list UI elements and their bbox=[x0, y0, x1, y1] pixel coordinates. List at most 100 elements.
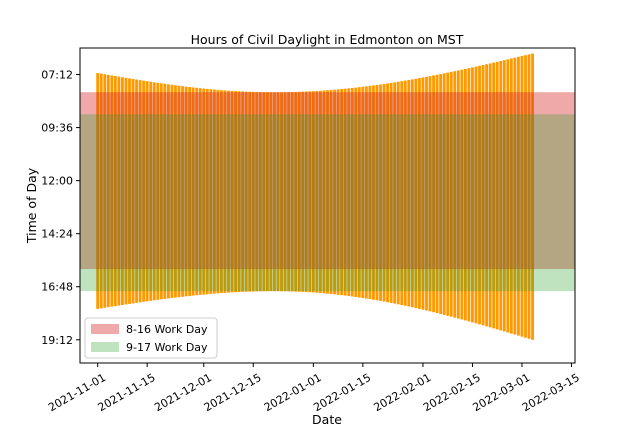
daylight-bar bbox=[481, 65, 485, 326]
daylight-bar bbox=[135, 79, 138, 303]
daylight-bar bbox=[241, 91, 245, 292]
daylight-bar bbox=[304, 91, 308, 293]
daylight-bar bbox=[357, 87, 361, 298]
work-day-band bbox=[80, 114, 575, 292]
legend-box bbox=[84, 317, 218, 359]
daylight-bar bbox=[485, 64, 489, 327]
daylight-bar bbox=[499, 60, 503, 331]
y-tick-label: 09:36 bbox=[41, 122, 73, 135]
x-axis-label: Date bbox=[312, 412, 342, 427]
work-day-band bbox=[80, 92, 575, 270]
daylight-bar bbox=[188, 87, 192, 296]
y-tick-label: 07:12 bbox=[41, 69, 73, 82]
daylight-bar bbox=[531, 53, 534, 340]
daylight-bar bbox=[195, 87, 199, 296]
daylight-bar bbox=[439, 74, 443, 314]
daylight-bar bbox=[280, 92, 283, 292]
legend: 8-16 Work Day 9-17 Work Day bbox=[84, 317, 218, 359]
daylight-bar bbox=[506, 59, 510, 333]
daylight-bar bbox=[152, 82, 156, 301]
plot-frame bbox=[79, 47, 576, 364]
daylight-bar bbox=[502, 60, 506, 332]
daylight-bar bbox=[488, 63, 492, 328]
daylight-bar bbox=[251, 91, 255, 292]
daylight-bar bbox=[244, 91, 248, 292]
daylight-bar bbox=[255, 91, 259, 292]
daylight-bar bbox=[375, 84, 379, 301]
daylight-bar bbox=[170, 84, 174, 298]
daylight-bar bbox=[449, 71, 453, 317]
daylight-bar bbox=[428, 76, 432, 312]
daylight-bar bbox=[103, 74, 107, 308]
daylight-bar bbox=[181, 86, 184, 297]
daylight-bar bbox=[467, 68, 471, 322]
daylight-bar bbox=[205, 88, 209, 295]
daylight-bar bbox=[220, 90, 223, 294]
daylight-bar bbox=[297, 91, 301, 292]
daylight-bar bbox=[216, 89, 220, 294]
daylight-bar bbox=[301, 91, 305, 292]
daylight-bar bbox=[396, 81, 400, 305]
daylight-bar bbox=[138, 80, 142, 303]
daylight-bar bbox=[166, 84, 170, 299]
daylight-bar bbox=[262, 92, 266, 292]
daylight-bar bbox=[121, 77, 124, 305]
daylight-bar bbox=[418, 78, 421, 309]
daylight-bar bbox=[336, 89, 340, 295]
legend-swatch-8-16-work-day bbox=[91, 324, 119, 334]
y-axis-ticks: 07:12 09:36 12:00 14:24 16:48 19:12 bbox=[41, 69, 80, 347]
daylight-bar bbox=[517, 56, 520, 336]
daylight-bar bbox=[234, 91, 237, 293]
daylight-bar bbox=[202, 88, 206, 295]
daylight-bar bbox=[460, 69, 464, 320]
daylight-bar bbox=[311, 91, 315, 293]
daylight-bar bbox=[294, 91, 298, 292]
daylight-bar bbox=[319, 90, 322, 294]
daylight-bar bbox=[156, 82, 160, 300]
daylight-bar bbox=[290, 91, 294, 292]
daylight-bars bbox=[96, 53, 534, 340]
daylight-bar bbox=[446, 72, 450, 316]
legend-label-9-17-work-day: 9-17 Work Day bbox=[126, 341, 208, 354]
daylight-bar bbox=[364, 86, 368, 299]
daylight-bar bbox=[145, 81, 149, 302]
daylight-bar bbox=[273, 92, 276, 292]
chart-title: Hours of Civil Daylight in Edmonton on M… bbox=[191, 32, 464, 47]
daylight-bar bbox=[237, 91, 241, 293]
daylight-bar bbox=[389, 82, 393, 303]
daylight-bar bbox=[106, 74, 110, 308]
daylight-bar bbox=[315, 90, 319, 293]
daylight-bar bbox=[124, 77, 128, 305]
daylight-bar bbox=[382, 83, 386, 302]
daylight-bar bbox=[474, 66, 478, 324]
daylight-bar bbox=[520, 56, 524, 337]
daylight-bar bbox=[198, 88, 202, 295]
daylight-bar bbox=[495, 61, 499, 330]
daylight-bar bbox=[478, 65, 481, 325]
x-axis-ticks: 2021-11-012021-11-152021-12-012021-12-15… bbox=[46, 363, 582, 414]
legend-swatch-9-17-work-day bbox=[91, 342, 119, 352]
daylight-bar bbox=[347, 88, 351, 297]
daylight-bar bbox=[407, 79, 411, 307]
daylight-bar bbox=[509, 58, 513, 334]
daylight-bar bbox=[110, 75, 114, 307]
daylight-bar bbox=[149, 81, 153, 301]
y-tick-label: 16:48 bbox=[41, 281, 73, 294]
daylight-bar bbox=[174, 85, 177, 298]
daylight-bar bbox=[329, 89, 333, 295]
daylight-bar bbox=[453, 71, 457, 318]
y-tick-label: 19:12 bbox=[41, 334, 73, 347]
daylight-bar bbox=[212, 89, 216, 294]
daylight-bar bbox=[117, 76, 121, 306]
y-tick-label: 14:24 bbox=[41, 228, 73, 241]
daylight-bar bbox=[403, 80, 407, 306]
daylight-bar bbox=[131, 78, 135, 304]
daylight-bar bbox=[227, 90, 230, 293]
daylight-bar bbox=[322, 90, 326, 294]
daylight-bar bbox=[230, 90, 234, 293]
daylight-bar bbox=[368, 85, 372, 300]
daylight-bar bbox=[400, 81, 404, 306]
daylight-bar bbox=[223, 90, 227, 293]
